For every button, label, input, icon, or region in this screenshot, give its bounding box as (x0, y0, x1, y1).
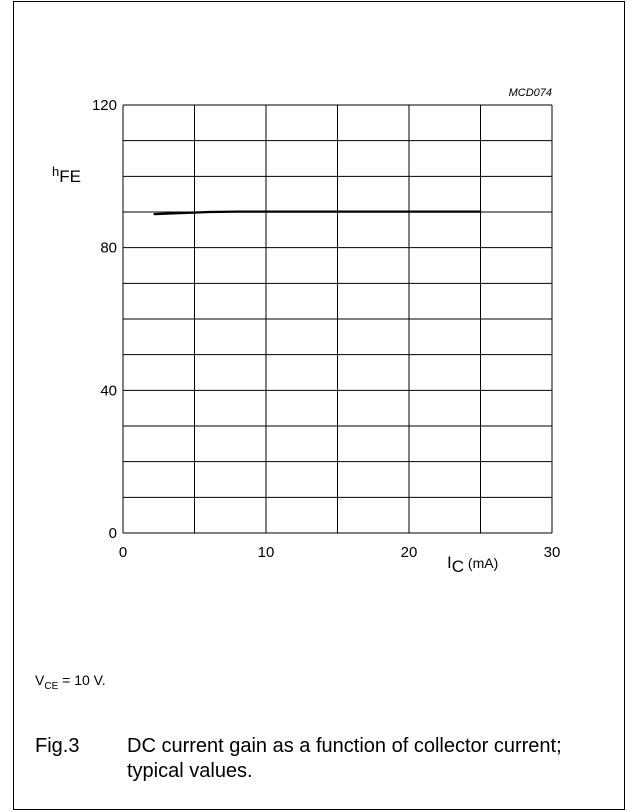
chart-series (153, 210, 482, 216)
y-axis-label: hFE (52, 164, 81, 186)
condition-rest: = 10 V. (58, 672, 106, 688)
test-condition: VCE = 10 V. (35, 672, 106, 692)
current-gain-chart: 0 40 80 120 0 10 20 30 MCD074 hFE IC (mA) (52, 87, 560, 576)
y-tick-label: 120 (92, 97, 117, 114)
chart-grid (122, 104, 553, 534)
figure-code: MCD074 (509, 87, 552, 99)
figure-number: Fig.3 (35, 735, 80, 757)
y-tick-label: 40 (100, 382, 117, 399)
x-tick-label: 30 (544, 544, 561, 561)
condition-sub: CE (44, 680, 59, 692)
series-line (153, 210, 482, 216)
figure-caption-text: DC current gain as a function of collect… (127, 735, 562, 782)
y-axis-label-main: h (52, 164, 59, 179)
y-tick-label: 0 (109, 525, 117, 542)
x-axis-label-unit: (mA) (464, 555, 498, 571)
y-axis-label-sub: FE (59, 167, 81, 186)
chart-tick-labels: 0 40 80 120 0 10 20 30 (92, 97, 560, 561)
x-tick-label: 20 (401, 544, 418, 561)
figure-frame (13, 1, 625, 810)
x-tick-label: 0 (119, 544, 127, 561)
x-axis-label-sub: C (452, 557, 464, 576)
x-axis-label-main: I (447, 553, 452, 572)
x-tick-label: 10 (258, 544, 275, 561)
x-axis-label: IC (mA) (447, 553, 498, 576)
condition-main: V (35, 672, 45, 688)
y-tick-label: 80 (100, 240, 117, 257)
figure-caption: Fig.3 DC current gain as a function of c… (35, 734, 615, 784)
